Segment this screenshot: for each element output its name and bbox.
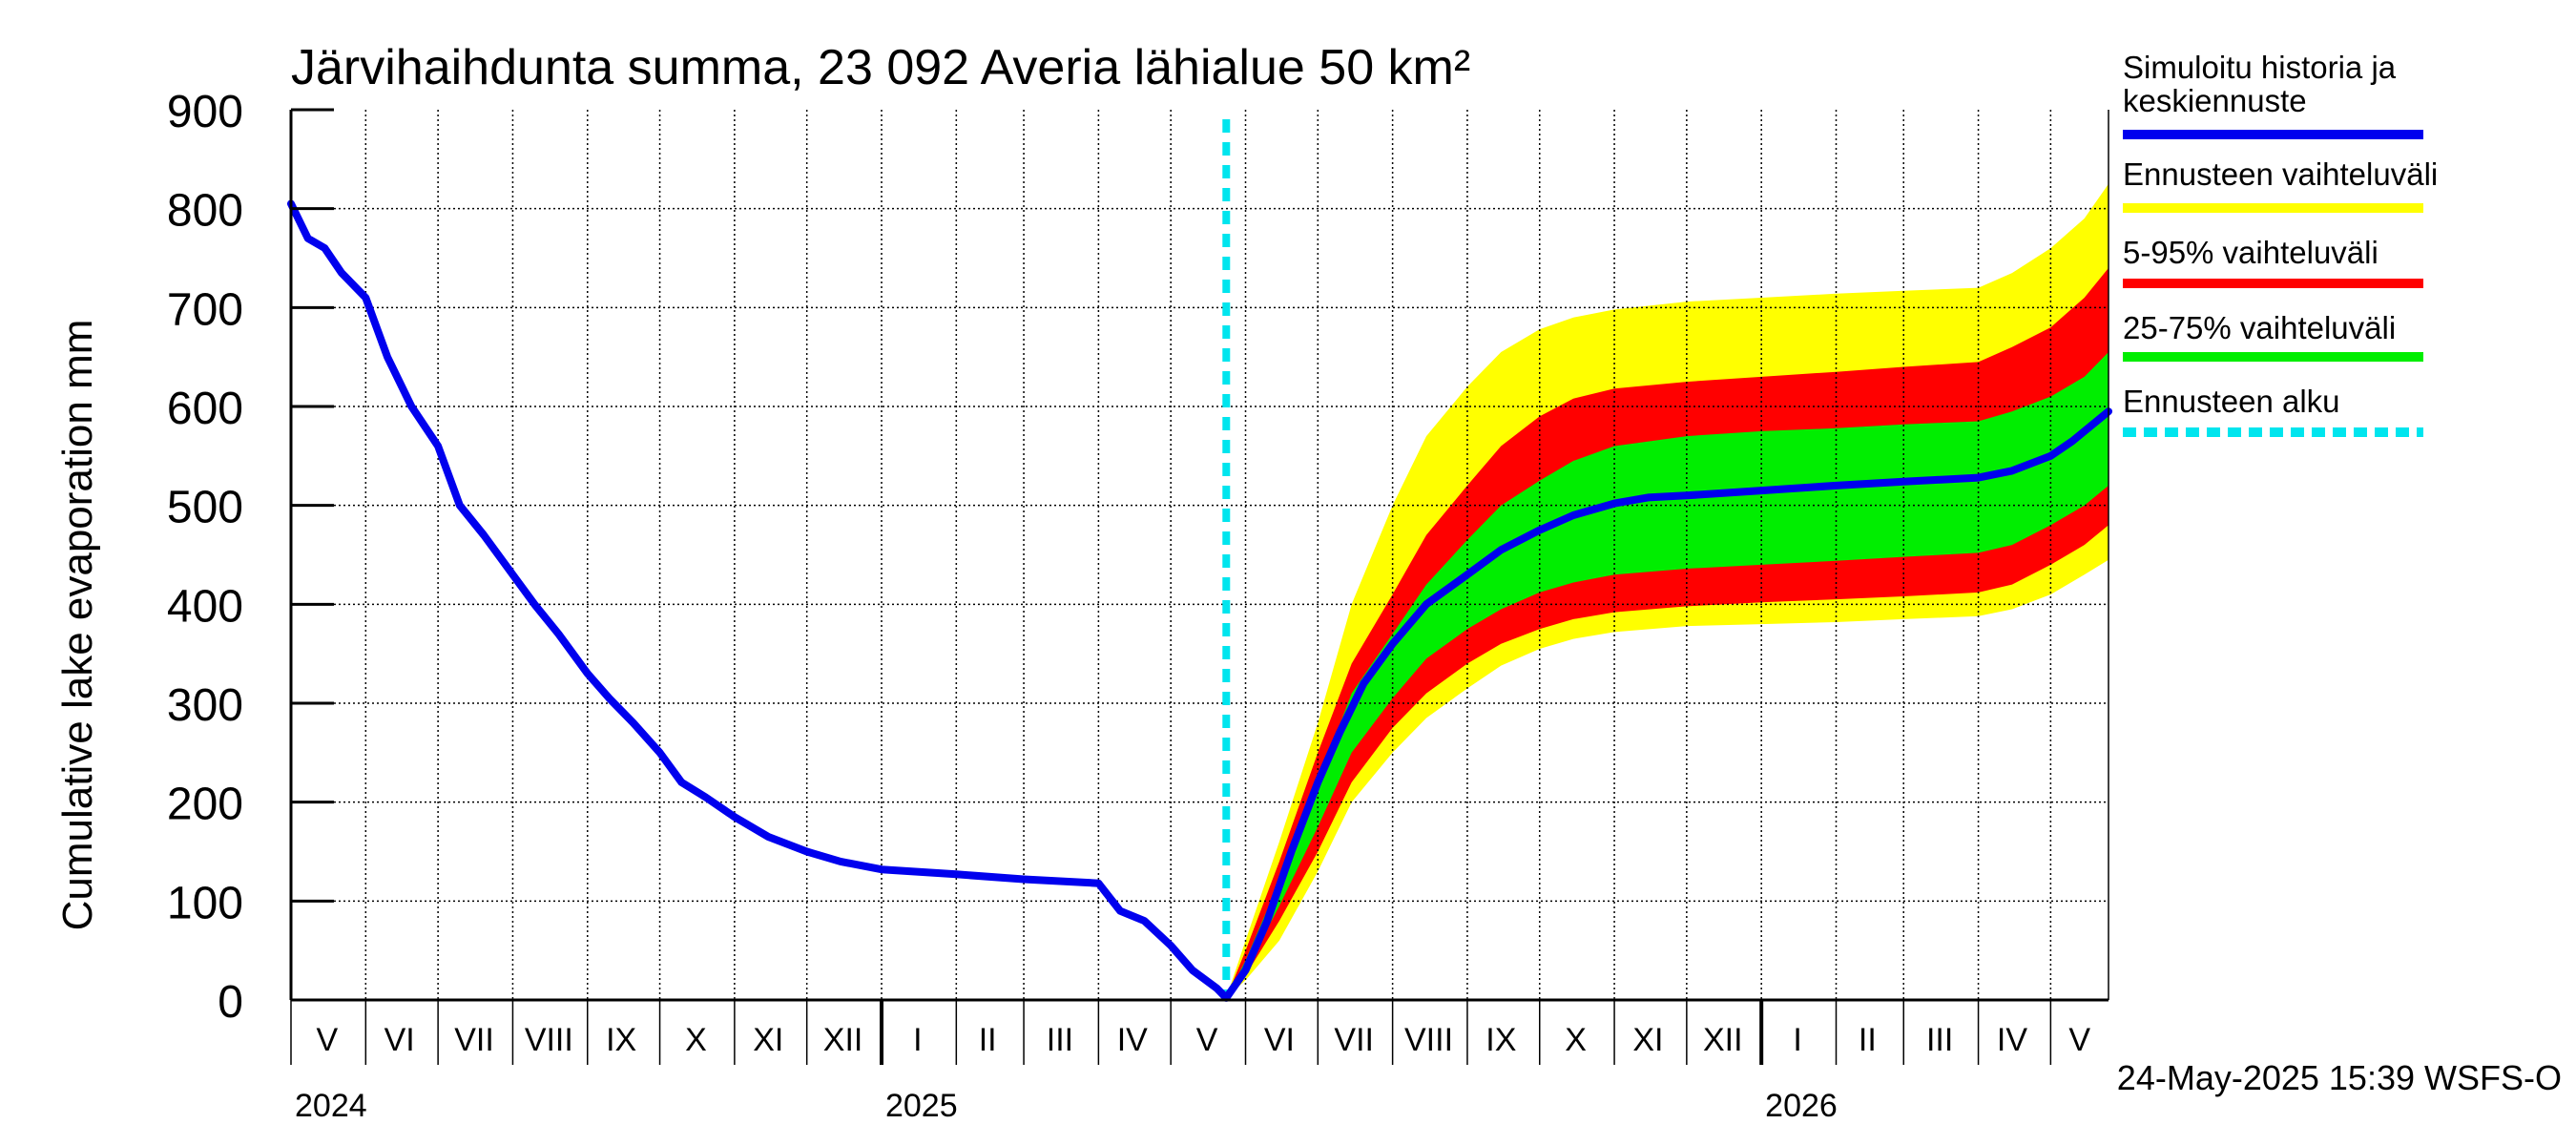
x-month-label: II <box>979 1022 997 1058</box>
x-month-label: V <box>317 1022 339 1058</box>
x-year-label: 2024 <box>295 1088 367 1124</box>
x-month-label: I <box>1793 1022 1801 1058</box>
y-tick-label: 400 <box>167 581 243 632</box>
y-tick-labels: 0 100 200 300 400 500 600 700 800 900 <box>167 87 243 1028</box>
x-month-label: VI <box>384 1022 415 1058</box>
x-month-label: IX <box>1485 1022 1516 1058</box>
x-year-label: 2025 <box>885 1088 958 1124</box>
x-month-label: V <box>1196 1022 1218 1058</box>
x-month-label: II <box>1859 1022 1877 1058</box>
legend-label: Ennusteen vaihteluväli <box>2123 156 2438 192</box>
band-3 <box>1226 352 2109 998</box>
y-tick-label: 600 <box>167 384 243 434</box>
series-lines <box>287 199 2112 1002</box>
forecast-bands <box>1226 183 2109 998</box>
legend-label: Ennusteen alku <box>2123 384 2340 419</box>
y-tick-label: 100 <box>167 878 243 928</box>
y-tick-label: 800 <box>167 186 243 237</box>
y-tick-label: 900 <box>167 87 243 137</box>
x-month-label: VI <box>1264 1022 1295 1058</box>
x-month-label: XII <box>823 1022 863 1058</box>
footer-timestamp: 24-May-2025 15:39 WSFS-O <box>2117 1058 2562 1097</box>
y-tick-label: 200 <box>167 780 243 830</box>
x-month-label: XI <box>753 1022 783 1058</box>
x-month-label: IV <box>1997 1022 2027 1058</box>
x-month-label: V <box>2068 1022 2090 1058</box>
legend-label: Simuloitu historia ja <box>2123 50 2397 85</box>
y-tick-label: 300 <box>167 680 243 731</box>
legend-label: keskiennuste <box>2123 83 2307 118</box>
grid <box>291 110 2109 1000</box>
x-month-label: I <box>913 1022 922 1058</box>
y-axis-label: Cumulative lake evaporation mm <box>54 320 101 931</box>
x-month-label: IV <box>1117 1022 1148 1058</box>
x-year-label: 2026 <box>1765 1088 1838 1124</box>
x-month-label: XI <box>1632 1022 1663 1058</box>
series-line-1 <box>287 199 2112 1002</box>
x-month-label: X <box>685 1022 707 1058</box>
y-tick-label: 500 <box>167 483 243 533</box>
legend-label: 25-75% vaihteluväli <box>2123 310 2396 345</box>
axes <box>289 108 2109 1065</box>
x-tick-labels: V VI VII VIII IX X XI XII I II III IV V VI VII VIII IX X X… <box>295 1022 2090 1124</box>
x-month-label: IX <box>606 1022 636 1058</box>
x-month-label: VII <box>1334 1022 1374 1058</box>
x-month-label: VIII <box>525 1022 573 1058</box>
x-month-label: XII <box>1703 1022 1743 1058</box>
x-month-label: III <box>1926 1022 1953 1058</box>
x-month-label: VIII <box>1404 1022 1453 1058</box>
x-month-label: VII <box>454 1022 494 1058</box>
y-tick-label: 700 <box>167 284 243 335</box>
y-tick-label: 0 <box>218 977 243 1028</box>
x-month-label: X <box>1565 1022 1587 1058</box>
chart-title: Järvihaihdunta summa, 23 092 Averia lähi… <box>291 40 1470 95</box>
x-month-label: III <box>1047 1022 1073 1058</box>
legend-label: 5-95% vaihteluväli <box>2123 235 2379 270</box>
